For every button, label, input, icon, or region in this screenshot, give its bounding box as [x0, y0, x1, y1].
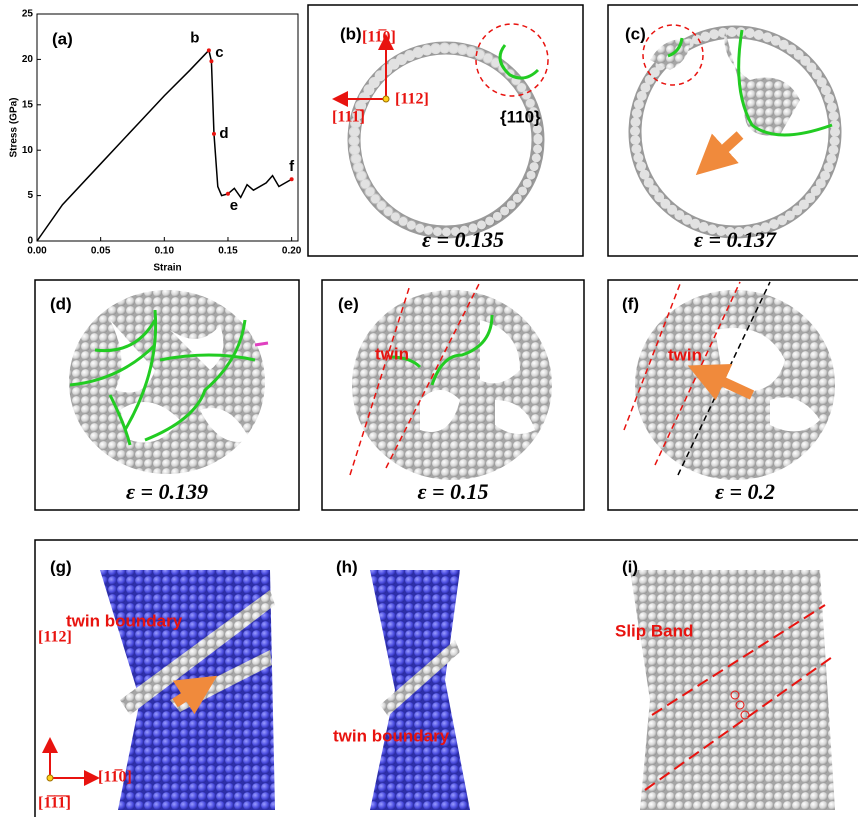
strain-label: ε = 0.139 [126, 479, 208, 504]
x-tick-label: 0.05 [91, 246, 111, 257]
x-axis-label: Strain [153, 263, 181, 274]
x-tick-label: 0.15 [218, 246, 238, 257]
strain-label: ε = 0.15 [417, 479, 488, 504]
strain-label: ε = 0.135 [422, 227, 504, 252]
atom-disc [349, 281, 552, 480]
annotation: twin boundary [333, 726, 450, 745]
annotation: [1̅1̅1̅] [38, 794, 71, 812]
atom-slab [42, 570, 275, 810]
annotation: twin [375, 344, 409, 363]
y-axis-label: Stress (GPa) [9, 97, 20, 157]
panel-label: (i) [622, 557, 638, 576]
annotation: [112] [38, 629, 72, 646]
annotation: [11̅0] [98, 768, 132, 786]
annotation: twin boundary [66, 611, 183, 630]
point-label: d [219, 125, 228, 142]
y-tick-label: 5 [27, 190, 33, 201]
annotation: {110} [500, 107, 541, 126]
point-label: f [289, 158, 295, 175]
atom-ring [628, 24, 842, 239]
panel-label: (d) [50, 294, 72, 313]
panel-label: (a) [52, 29, 73, 48]
atom-disc [69, 290, 269, 474]
atom-slab [370, 570, 470, 810]
point-label: e [230, 197, 238, 214]
annotation: [111̅] [332, 108, 365, 126]
panel-label: (b) [340, 24, 362, 43]
atom-disc [623, 281, 835, 480]
y-tick-label: 15 [22, 99, 34, 110]
point-marker [206, 48, 211, 53]
x-tick-label: 0.20 [282, 246, 302, 257]
atom-ring [332, 23, 549, 239]
y-tick-label: 10 [22, 145, 34, 156]
point-marker [225, 191, 230, 196]
panel-label: (e) [338, 294, 359, 313]
x-tick-label: 0.00 [27, 246, 47, 257]
y-tick-label: 20 [22, 54, 34, 65]
annotation: [11̅0] [362, 28, 396, 46]
stress-strain-chart: 0.00 0.05 0.10 0.15 0.20 0 5 10 15 20 25 Strain Stre… [9, 9, 302, 274]
annotation: Slip Band [615, 621, 693, 640]
point-label: c [215, 44, 223, 61]
strain-label: ε = 0.137 [694, 227, 777, 252]
y-tick-label: 0 [27, 236, 33, 247]
annotation: [112] [395, 91, 429, 108]
panel-label: (h) [336, 557, 358, 576]
strain-label: ε = 0.2 [715, 479, 775, 504]
panel-label: (f) [622, 294, 639, 313]
plot-frame [36, 13, 299, 242]
point-marker [209, 59, 214, 64]
x-tick-label: 0.10 [155, 246, 175, 257]
point-label: b [190, 29, 199, 46]
y-tick-label: 25 [22, 9, 34, 20]
panel-label: (g) [50, 557, 72, 576]
point-marker [289, 177, 294, 182]
panel-texts: (b) ε = 0.135 {110} [11̅0] [112] [111̅] (c) ε =… [38, 24, 777, 811]
point-marker [211, 131, 216, 136]
stress-curve [36, 48, 293, 242]
panel-label: (c) [625, 24, 646, 43]
annotation: twin [668, 345, 702, 364]
atom-slab [630, 570, 836, 810]
